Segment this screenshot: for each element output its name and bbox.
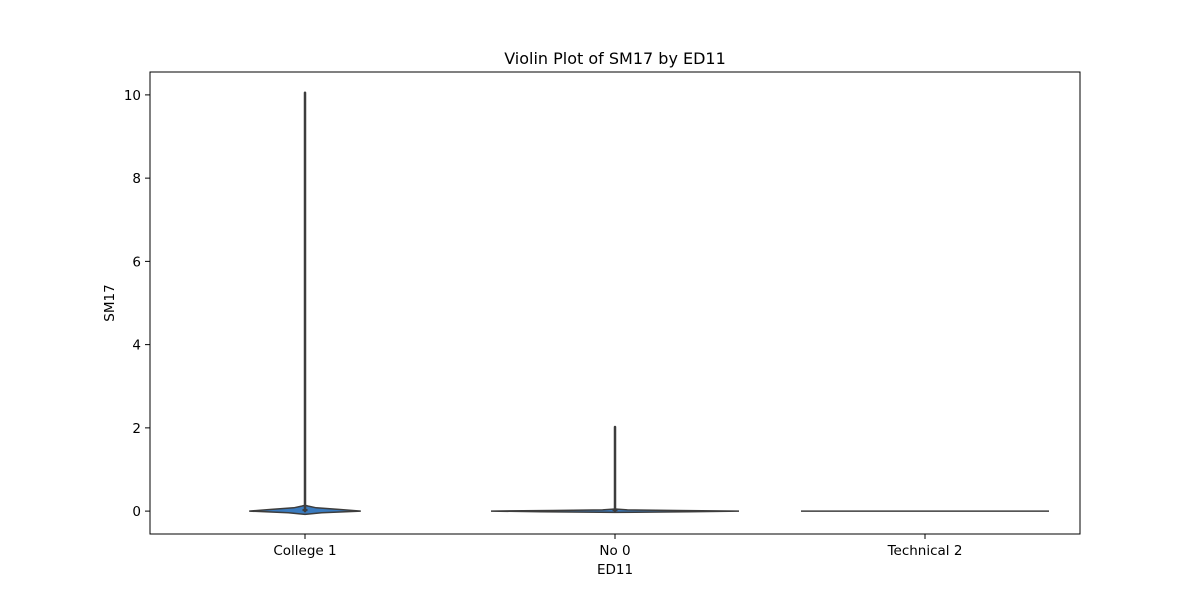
y-tick-label: 6 [132, 254, 141, 270]
violin-iqr-box [612, 509, 618, 512]
x-tick-label: College 1 [273, 543, 336, 559]
violin-1 [249, 91, 361, 516]
x-tick-label: Technical 2 [887, 543, 963, 559]
x-tick-label: No 0 [599, 543, 630, 559]
x-axis-label: ED11 [597, 562, 633, 578]
violin-iqr-box [302, 509, 308, 512]
y-tick-label: 8 [132, 171, 141, 187]
y-axis-label: SM17 [102, 284, 118, 321]
y-tick-label: 0 [132, 504, 141, 520]
plot-area [249, 91, 1049, 516]
chart-title: Violin Plot of SM17 by ED11 [504, 49, 726, 68]
y-tick-label: 4 [132, 338, 141, 354]
y-tick-label: 2 [132, 421, 141, 437]
violin-2 [490, 425, 740, 514]
y-tick-label: 10 [124, 88, 141, 104]
